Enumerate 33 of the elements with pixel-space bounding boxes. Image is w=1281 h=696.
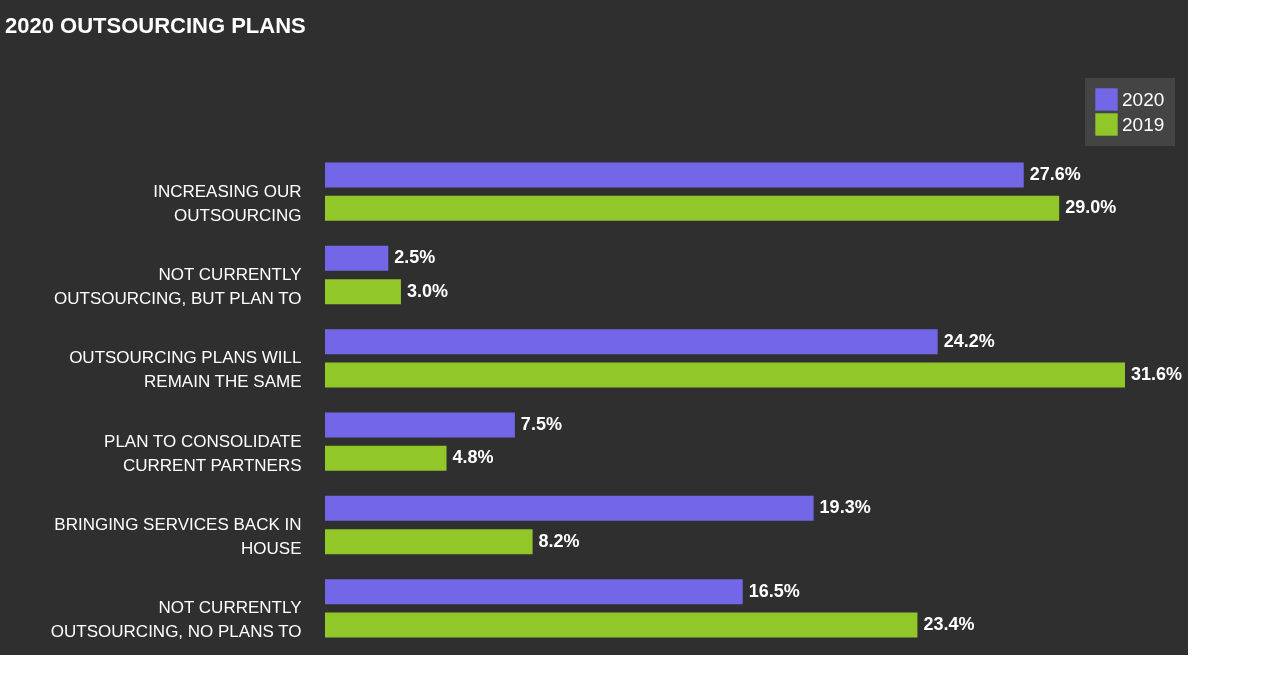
y-tick-label: NOT CURRENTLY OUTSOURCING, NO PLANS TO [50,598,302,642]
data-label: 27.6% [1029,164,1081,184]
y-tick-label: PLAN TO CONSOLIDATE CURRENT PARTNERS [104,431,302,475]
chart-title: 2020 OUTSOURCING PLANS [5,13,306,38]
bar [325,195,1060,221]
data-label: 7.5% [520,414,562,434]
bar [325,279,401,305]
y-tick-label: NOT CURRENTLY OUTSOURCING, BUT PLAN TO [54,265,302,308]
bar [325,329,938,355]
data-label: 8.2% [538,530,580,551]
bar [325,362,1125,388]
data-label: 31.6% [1131,364,1183,384]
data-label: 29.0% [1065,197,1117,218]
y-tick-label: OUTSOURCING PLANS WILL REMAIN THE SAME [69,348,302,392]
bar [325,579,743,605]
data-label: 24.2% [943,330,995,351]
data-label: 19.3% [819,497,871,518]
y-tick-label: INCREASING OUR OUTSOURCING [153,181,302,225]
bar [325,245,389,271]
data-label: 2.5% [394,247,436,268]
data-label: 23.4% [923,614,975,634]
bar [325,162,1024,188]
data-label: 4.8% [452,447,494,468]
bar [325,529,533,555]
bar [325,412,515,438]
y-tick-label: BRINGING SERVICES BACK IN HOUSE [54,515,302,558]
data-label: 3.0% [406,280,448,301]
bar [325,445,447,471]
data-label: 16.5% [748,580,800,601]
bar [325,495,814,521]
bar [325,612,918,638]
legend-label: 2020 [1122,88,1165,110]
legend-label: 2019 [1122,113,1165,135]
